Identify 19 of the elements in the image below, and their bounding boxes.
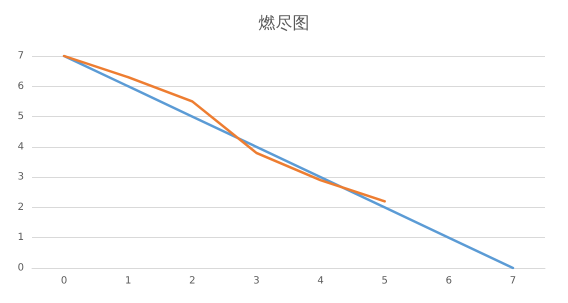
line-series	[62, 54, 514, 270]
y-tick-label: 1	[18, 232, 24, 244]
y-tick-label: 0	[18, 262, 24, 274]
y-tick-label: 2	[18, 202, 24, 213]
chart-title: 燃尽图	[258, 14, 310, 34]
x-tick-label: 5	[382, 276, 388, 286]
x-tick-label: 3	[253, 276, 260, 286]
y-tick-label: 3	[18, 172, 24, 183]
x-tick-label: 4	[317, 276, 324, 286]
y-tick-label: 6	[18, 80, 24, 92]
y-tick-label: 7	[18, 50, 24, 62]
x-tick-label: 6	[446, 276, 452, 286]
x-tick-label: 1	[125, 276, 132, 286]
line-series	[62, 54, 386, 203]
y-tick-label: 5	[18, 111, 24, 122]
x-tick-label: 7	[510, 276, 516, 286]
x-tick-label: 2	[189, 276, 196, 286]
y-tick-label: 4	[18, 141, 24, 152]
x-tick-label: 0	[60, 276, 68, 286]
